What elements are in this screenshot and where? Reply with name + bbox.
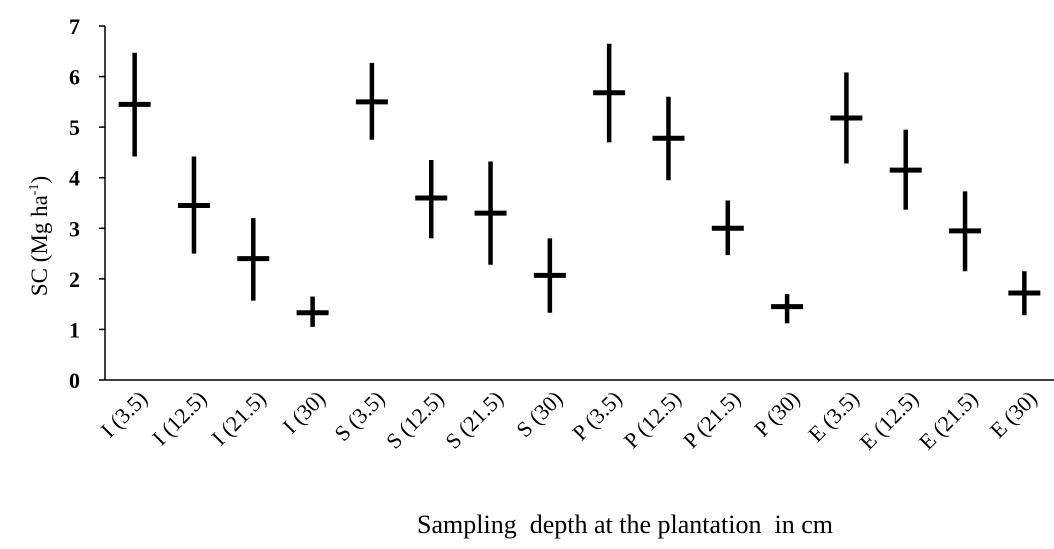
x-tick-label: P (30) [749, 386, 805, 442]
x-tick-label: I (3.5) [96, 386, 153, 443]
x-tick-label: S (12.5) [381, 386, 449, 454]
y-tick-label: 3 [69, 216, 80, 241]
x-tick-label: P (21.5) [678, 386, 745, 453]
x-axis-ticks: I (3.5)I (12.5)I (21.5) I (30) S (3.5)S (1… [96, 386, 1042, 455]
x-tick-label: E (12.5) [855, 386, 924, 455]
x-tick-label: P (12.5) [619, 386, 686, 453]
x-tick-label: I (21.5) [206, 386, 270, 450]
y-axis-ticks: 0 1 2 3 4 5 6 7 [69, 14, 105, 393]
y-tick-label: 4 [69, 166, 80, 191]
y-tick-label: 5 [69, 115, 80, 140]
x-axis-title: Sampling depth at the plantation in cm [417, 510, 833, 539]
y-tick-label: 2 [69, 267, 80, 292]
y-tick-label: 0 [69, 368, 80, 393]
x-tick-label: I (30) [277, 386, 330, 439]
x-tick-label: E (30) [985, 386, 1042, 443]
y-tick-label: 1 [69, 317, 80, 342]
x-tick-label: E (21.5) [914, 386, 983, 455]
x-tick-label: S (21.5) [440, 386, 508, 454]
y-tick-label: 7 [69, 14, 80, 39]
y-axis-title: SC (Mg ha-1) [27, 176, 52, 296]
x-tick-label: P (3.5) [567, 386, 626, 445]
data-points [118, 43, 1041, 327]
y-axis-title-superscript: -1 [27, 184, 42, 196]
x-tick-label: S (30) [511, 386, 567, 442]
y-axis-title-main: SC (Mg ha [27, 195, 52, 296]
y-tick-label: 6 [69, 65, 80, 90]
x-tick-label: S (3.5) [329, 386, 389, 446]
x-tick-label: I (12.5) [147, 386, 211, 450]
y-axis-title-end: ) [27, 176, 52, 184]
